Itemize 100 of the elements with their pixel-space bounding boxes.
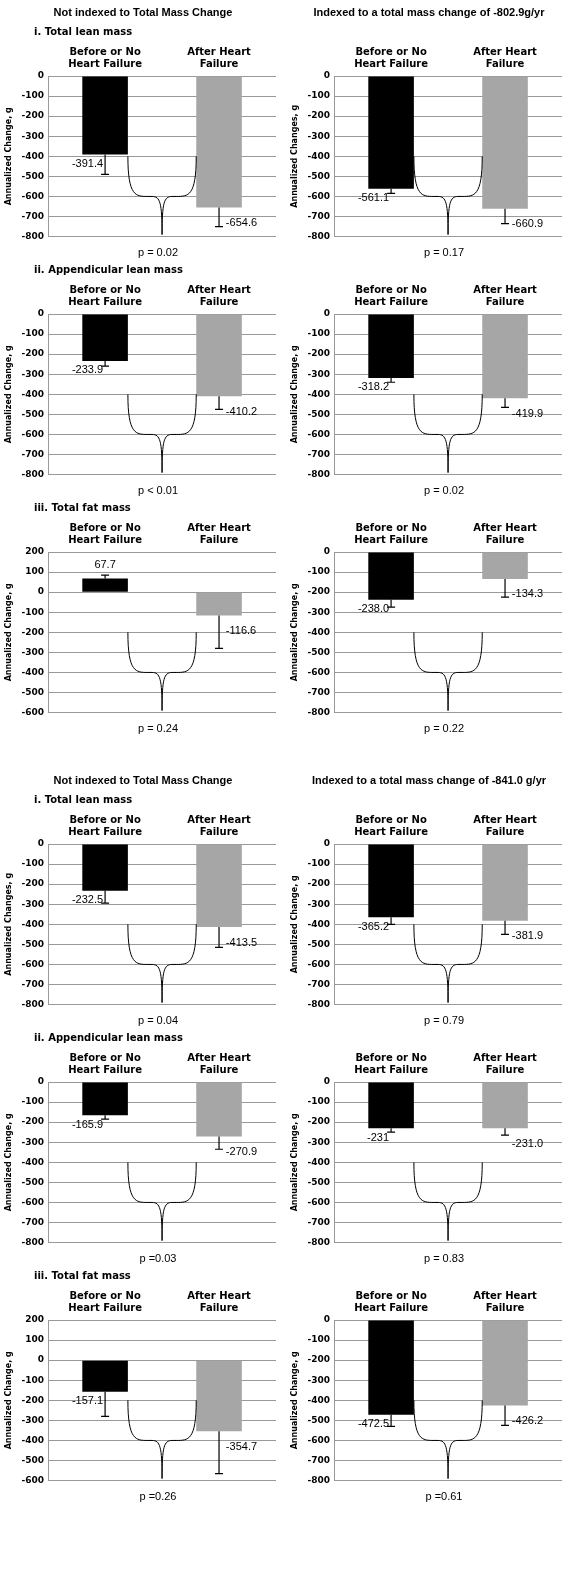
y-tick-label: -100 bbox=[21, 858, 45, 869]
y-tick-label: -100 bbox=[307, 90, 331, 101]
data-label: -472.5 bbox=[357, 1417, 390, 1430]
y-axis-title: Annualized Changes, g bbox=[289, 104, 299, 208]
y-tick-label: -100 bbox=[21, 1096, 45, 1107]
y-tick-label: -600 bbox=[307, 1196, 331, 1207]
y-tick-label: -500 bbox=[21, 938, 45, 949]
y-tick-label: -400 bbox=[307, 388, 331, 399]
chart-subtitle: iii. Total fat mass bbox=[33, 501, 132, 515]
x-tick-label: After Heart Failure bbox=[187, 521, 252, 545]
y-tick-label: 0 bbox=[323, 1314, 331, 1325]
text: p = 0.24 bbox=[136, 722, 180, 736]
y-tick-label: -800 bbox=[21, 468, 45, 479]
data-label: -231 bbox=[367, 1130, 390, 1143]
data-label: -381.9 bbox=[511, 929, 544, 942]
y-tick-label: 200 bbox=[25, 546, 45, 557]
y-tick-label: -100 bbox=[307, 858, 331, 869]
y-tick-label: -200 bbox=[21, 1116, 45, 1127]
y-tick-label: -300 bbox=[307, 898, 331, 909]
y-axis-title: Annualized Change, g bbox=[3, 106, 13, 206]
x-tick-label: After Heart Failure bbox=[187, 1289, 252, 1313]
data-label: -413.5 bbox=[225, 935, 258, 948]
y-tick-label: -100 bbox=[307, 1096, 331, 1107]
text: p = 0.22 bbox=[422, 722, 466, 736]
x-tick-label: Before or No Heart Failure bbox=[68, 45, 143, 69]
y-tick-label: -700 bbox=[21, 1216, 45, 1227]
y-tick-label: -300 bbox=[307, 368, 331, 379]
data-label: -270.9 bbox=[225, 1144, 258, 1157]
y-tick-label: -400 bbox=[307, 150, 331, 161]
x-tick-label: After Heart Failure bbox=[473, 1051, 538, 1075]
y-tick-label: -700 bbox=[307, 448, 331, 459]
y-tick-label: -500 bbox=[21, 408, 45, 419]
y-axis-title: Annualized Change, g bbox=[3, 582, 13, 682]
text: p < 0.01 bbox=[136, 484, 180, 498]
y-tick-label: -800 bbox=[307, 230, 331, 241]
y-tick-label: -300 bbox=[21, 130, 45, 141]
x-tick-label: After Heart Failure bbox=[187, 283, 252, 307]
y-tick-label: -800 bbox=[21, 998, 45, 1009]
y-tick-label: -100 bbox=[21, 328, 45, 339]
y-tick-label: -700 bbox=[21, 210, 45, 221]
y-tick-label: -200 bbox=[21, 348, 45, 359]
data-label: -354.7 bbox=[225, 1439, 258, 1452]
y-tick-label: 0 bbox=[37, 1076, 45, 1087]
y-tick-label: -100 bbox=[307, 328, 331, 339]
data-label: -654.6 bbox=[225, 215, 258, 228]
y-tick-label: -600 bbox=[307, 428, 331, 439]
data-label: -157.1 bbox=[71, 1394, 104, 1407]
chart-subtitle: i. Total lean mass bbox=[33, 25, 134, 39]
y-tick-label: -500 bbox=[21, 1454, 45, 1465]
chart-subtitle: ii. Appendicular lean mass bbox=[33, 1031, 184, 1045]
x-tick-label: After Heart Failure bbox=[473, 1289, 538, 1313]
y-tick-label: -600 bbox=[21, 958, 45, 969]
y-tick-label: -400 bbox=[21, 918, 45, 929]
chart-subtitle: iii. Total fat mass bbox=[33, 1269, 132, 1283]
y-tick-label: -800 bbox=[21, 1236, 45, 1247]
y-tick-label: 200 bbox=[25, 1314, 45, 1325]
y-tick-label: -700 bbox=[307, 1216, 331, 1227]
y-tick-label: -400 bbox=[307, 1156, 331, 1167]
x-tick-label: After Heart Failure bbox=[473, 813, 538, 837]
y-tick-label: -400 bbox=[21, 150, 45, 161]
y-tick-label: -400 bbox=[307, 626, 331, 637]
y-tick-label: 0 bbox=[323, 546, 331, 557]
y-tick-label: 0 bbox=[37, 70, 45, 81]
text: p = 0.79 bbox=[422, 1014, 466, 1028]
y-tick-label: 0 bbox=[323, 838, 331, 849]
y-tick-label: -700 bbox=[307, 686, 331, 697]
y-tick-label: -300 bbox=[21, 1414, 45, 1425]
x-tick-label: After Heart Failure bbox=[473, 283, 538, 307]
y-tick-label: -100 bbox=[21, 1374, 45, 1385]
y-axis-title: Annualized Change, g bbox=[289, 582, 299, 682]
chart-title: Not indexed to Total Mass Change bbox=[52, 5, 234, 20]
y-tick-label: 0 bbox=[37, 308, 45, 319]
x-tick-label: After Heart Failure bbox=[187, 1051, 252, 1075]
y-tick-label: -700 bbox=[307, 978, 331, 989]
y-tick-label: -800 bbox=[307, 1474, 331, 1485]
x-tick-label: Before or No Heart Failure bbox=[354, 283, 429, 307]
data-label: -233.9 bbox=[71, 363, 104, 376]
x-tick-label: After Heart Failure bbox=[473, 521, 538, 545]
y-tick-label: -800 bbox=[21, 230, 45, 241]
y-tick-label: -100 bbox=[21, 606, 45, 617]
y-tick-label: -800 bbox=[307, 468, 331, 479]
y-tick-label: 0 bbox=[323, 308, 331, 319]
text: p =0.03 bbox=[138, 1252, 178, 1266]
y-axis-title: Annualized Change, g bbox=[289, 874, 299, 974]
y-axis-title: Annualized Changes, g bbox=[3, 872, 13, 976]
x-tick-label: Before or No Heart Failure bbox=[68, 813, 143, 837]
text: p = 0.04 bbox=[136, 1014, 180, 1028]
chart-subtitle: ii. Appendicular lean mass bbox=[33, 263, 184, 277]
y-tick-label: -200 bbox=[21, 1394, 45, 1405]
x-tick-label: Before or No Heart Failure bbox=[68, 283, 143, 307]
y-tick-label: -300 bbox=[21, 368, 45, 379]
data-label: 67.7 bbox=[94, 558, 116, 571]
y-tick-label: -800 bbox=[307, 998, 331, 1009]
y-axis-title: Annualized Change, g bbox=[3, 1350, 13, 1450]
text: p = 0.02 bbox=[136, 246, 180, 260]
y-tick-label: 100 bbox=[25, 1334, 45, 1345]
y-tick-label: 0 bbox=[323, 1076, 331, 1087]
y-axis-title: Annualized Change, g bbox=[289, 1112, 299, 1212]
y-axis-title: Annualized Change, g bbox=[3, 1112, 13, 1212]
y-tick-label: -500 bbox=[307, 170, 331, 181]
